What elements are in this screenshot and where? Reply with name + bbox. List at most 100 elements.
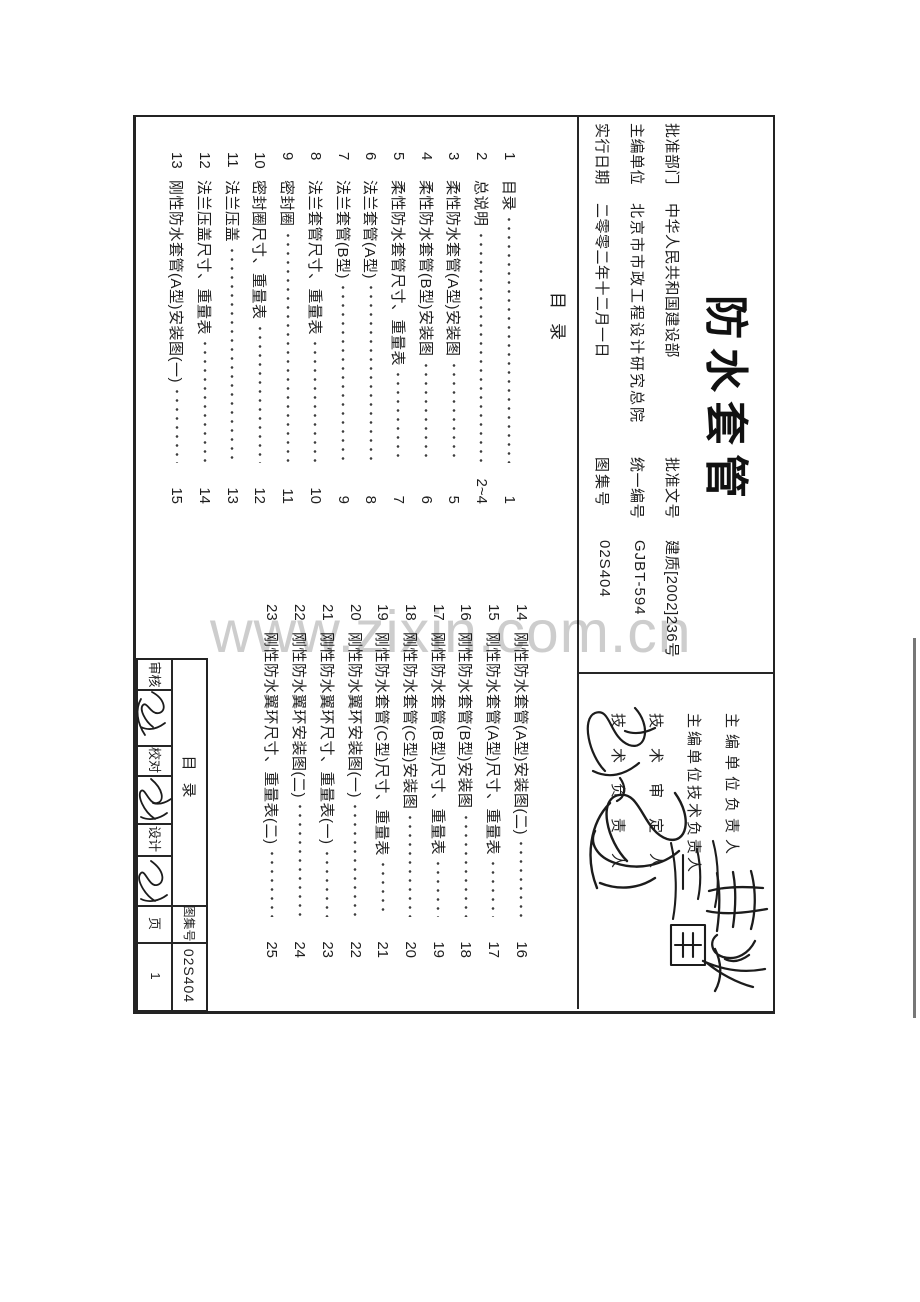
- toc-item-page: 25: [263, 941, 281, 958]
- approval-dept-label: 批准部门: [663, 123, 680, 186]
- toc-row: 10 密封圈尺寸、重量表 12: [246, 152, 274, 504]
- toc-item-title: 柔性防水套管(A型)安装图: [444, 180, 462, 357]
- toc-dot-leader: [393, 370, 404, 463]
- toc-item-page: 20: [401, 941, 419, 958]
- toc-item-no: 6: [362, 152, 380, 161]
- toc-dot-leader: [227, 246, 238, 463]
- doc-title: 防水套管: [701, 295, 750, 507]
- page-no: 1: [148, 972, 163, 980]
- toc-dot-leader: [460, 812, 471, 917]
- page-label: 页: [147, 916, 162, 930]
- toc-item-no: 5: [389, 152, 407, 161]
- toc-item-page: 8: [362, 495, 380, 504]
- toc-item-title: 刚性防水套管(A型)安装图(一): [167, 180, 185, 383]
- toc-dot-leader: [504, 215, 515, 463]
- toc-dot-leader: [365, 283, 376, 463]
- toc-item-no: 4: [417, 152, 435, 161]
- toc-dot-leader: [488, 859, 499, 917]
- toc-item-no: 7: [334, 152, 352, 161]
- toc-dot-leader: [310, 339, 321, 463]
- toc-item-title: 法兰套管(A型): [361, 180, 379, 279]
- scan-edge-artifact: [913, 638, 916, 1018]
- toc-row: 12 法兰压盖尺寸、重量表 14: [191, 152, 219, 504]
- toc-item-no: 11: [223, 152, 241, 168]
- toc-heading: 目录: [548, 292, 567, 354]
- toc-dot-leader: [350, 802, 361, 917]
- toc-item-no: 9: [279, 152, 297, 161]
- toc-item-title: 法兰套管(B型): [333, 180, 351, 279]
- toc-item-page: 9: [334, 495, 352, 504]
- effective-date-label: 实行日期: [593, 123, 610, 186]
- toc-dot-leader: [476, 230, 487, 463]
- sheet-title: 目录: [180, 755, 197, 810]
- toc-item-page: 19: [429, 941, 447, 958]
- toc-item-page: 12: [251, 487, 269, 504]
- watermark: www.zixin.com.cn: [210, 599, 692, 665]
- toc-item-no: 12: [196, 152, 214, 169]
- titlebar-atlas-label: 图集号: [182, 905, 196, 942]
- signature-scribbles: [586, 706, 769, 993]
- toc-row: 9 密封圈 11: [274, 152, 302, 504]
- toc-item-page: 5: [445, 495, 463, 504]
- chief-editor-value: 北京市市政工程设计研究总院: [628, 203, 645, 425]
- toc-row: 8 法兰套管尺寸、重量表 10: [302, 152, 330, 504]
- toc-dot-leader: [322, 848, 333, 917]
- toc-item-page: 6: [417, 495, 435, 504]
- toc-item-page: 15: [168, 487, 186, 504]
- toc-item-no: 8: [306, 152, 324, 161]
- toc-item-no: 10: [251, 152, 269, 169]
- toc-item-page: 24: [291, 941, 309, 958]
- toc-item-page: 22: [346, 941, 364, 958]
- toc-item-page: 23: [318, 941, 336, 958]
- effective-date-value: 二零零二年十二月一日: [593, 203, 610, 359]
- toc-item-page: 21: [374, 941, 392, 958]
- toc-item-page: 10: [306, 487, 324, 504]
- toc-dot-leader: [377, 859, 388, 917]
- toc-dot-leader: [516, 839, 527, 917]
- toc-row: 4 柔性防水套管(B型)安装图 6: [412, 152, 440, 504]
- toc-item-page: 7: [389, 495, 407, 504]
- toc-dot-leader: [448, 360, 459, 463]
- toc-item-title: 总说明: [471, 180, 489, 227]
- titlebar-atlas-no: 02S404: [181, 948, 198, 1004]
- toc-dot-leader: [405, 813, 416, 917]
- toc-row: 13 刚性防水套管(A型)安装图(一) 15: [163, 152, 191, 504]
- reviewer-label: 审核: [147, 661, 162, 688]
- toc-row: 1 目录 1: [495, 152, 523, 504]
- unified-no-label: 统一编号: [628, 457, 645, 520]
- chief-editor-label: 主编单位: [628, 123, 645, 186]
- toc-item-title: 密封圈尺寸、重量表: [250, 180, 268, 320]
- designer-signature: [138, 860, 168, 902]
- toc-item-page: 16: [512, 941, 530, 958]
- toc-item-title: 法兰套管尺寸、重量表: [305, 180, 323, 336]
- toc-item-page: 17: [484, 941, 502, 958]
- toc-dot-leader: [282, 230, 293, 463]
- toc-item-page: 1: [500, 495, 518, 504]
- toc-item-page: 13: [223, 487, 241, 504]
- proofreader-signature: [138, 778, 172, 820]
- approval-doc-label: 批准文号: [663, 457, 680, 520]
- toc-dot-leader: [433, 859, 444, 917]
- toc-item-page: 2~4: [472, 478, 490, 504]
- toc-row: 5 柔性防水套管尺寸、重量表 7: [385, 152, 413, 504]
- toc-dot-leader: [421, 360, 432, 463]
- toc-row: 6 法兰套管(A型) 8: [357, 152, 385, 504]
- toc-dot-leader: [171, 387, 182, 463]
- approval-dept-value: 中华人民共和国建设部: [663, 203, 680, 359]
- toc-item-page: 18: [457, 941, 475, 958]
- reviewer-signature: [136, 691, 166, 736]
- toc-item-title: 法兰压盖尺寸、重量表: [195, 180, 213, 336]
- toc-dot-leader: [199, 339, 210, 463]
- toc-item-no: 13: [168, 152, 186, 169]
- toc-item-page: 14: [196, 487, 214, 504]
- toc-row: 2 总说明 2~4: [468, 152, 496, 504]
- toc-row: 11 法兰压盖 13: [218, 152, 246, 504]
- toc-item-title: 柔性防水套管尺寸、重量表: [388, 180, 406, 367]
- toc-dot-leader: [338, 283, 349, 463]
- atlas-no-value: 02S404: [596, 540, 613, 598]
- toc-column-left: 1 目录 1 2 总说明 2~4 3 柔性防水套管(A型)安装图 5 4 柔性防…: [163, 152, 523, 504]
- toc-item-no: 3: [445, 152, 463, 161]
- toc-item-page: 11: [279, 488, 297, 504]
